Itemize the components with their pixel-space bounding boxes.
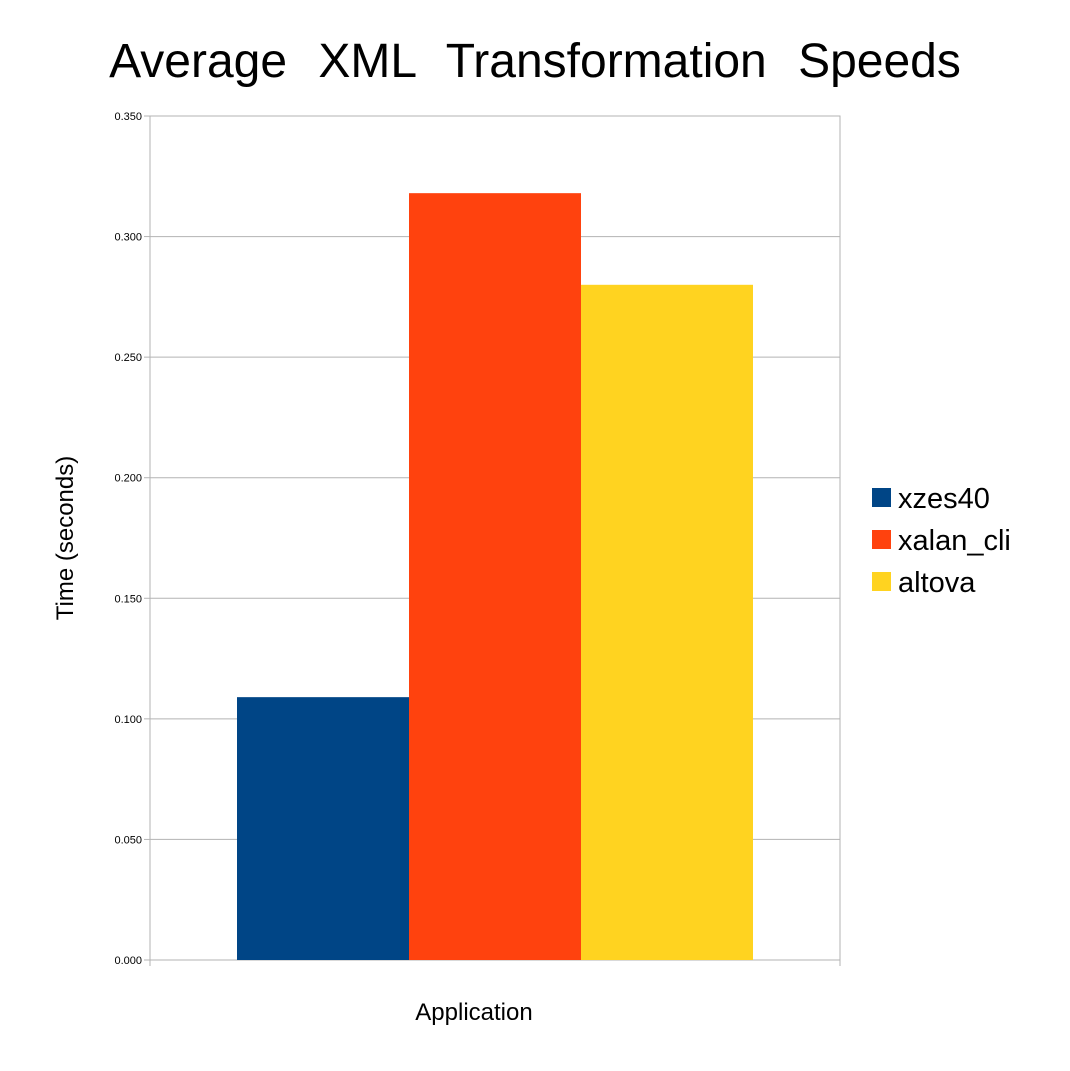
legend-swatch-xalan_cli: [872, 530, 891, 549]
bar-altova: [581, 284, 753, 960]
y-axis-title: Time (seconds): [52, 456, 79, 620]
y-tick-label: 0.000: [114, 955, 142, 967]
y-tick-label: 0.250: [114, 352, 142, 364]
y-tick-label: 0.200: [114, 473, 142, 485]
bar-xzes40: [237, 697, 409, 960]
y-tick-label: 0.350: [114, 111, 142, 123]
y-tick-label: 0.100: [114, 714, 142, 726]
legend-label-xalan_cli: xalan_cli: [898, 525, 1011, 557]
legend-label-xzes40: xzes40: [898, 483, 990, 515]
y-tick-label: 0.050: [114, 834, 142, 846]
legend-swatch-altova: [872, 572, 891, 591]
y-tick-label: 0.300: [114, 232, 142, 244]
x-axis-title: Application: [415, 999, 532, 1026]
legend-swatch-xzes40: [872, 488, 891, 507]
bar-xalan_cli: [409, 193, 581, 960]
bars: [237, 193, 753, 960]
y-tick-labels: 0.000 0.050 0.100 0.150 0.200 0.250 0.300 0.350: [114, 111, 142, 967]
legend-label-altova: altova: [898, 567, 976, 599]
y-tick-label: 0.150: [114, 593, 142, 605]
chart-title: Average XML Transformation Speeds: [109, 35, 961, 88]
